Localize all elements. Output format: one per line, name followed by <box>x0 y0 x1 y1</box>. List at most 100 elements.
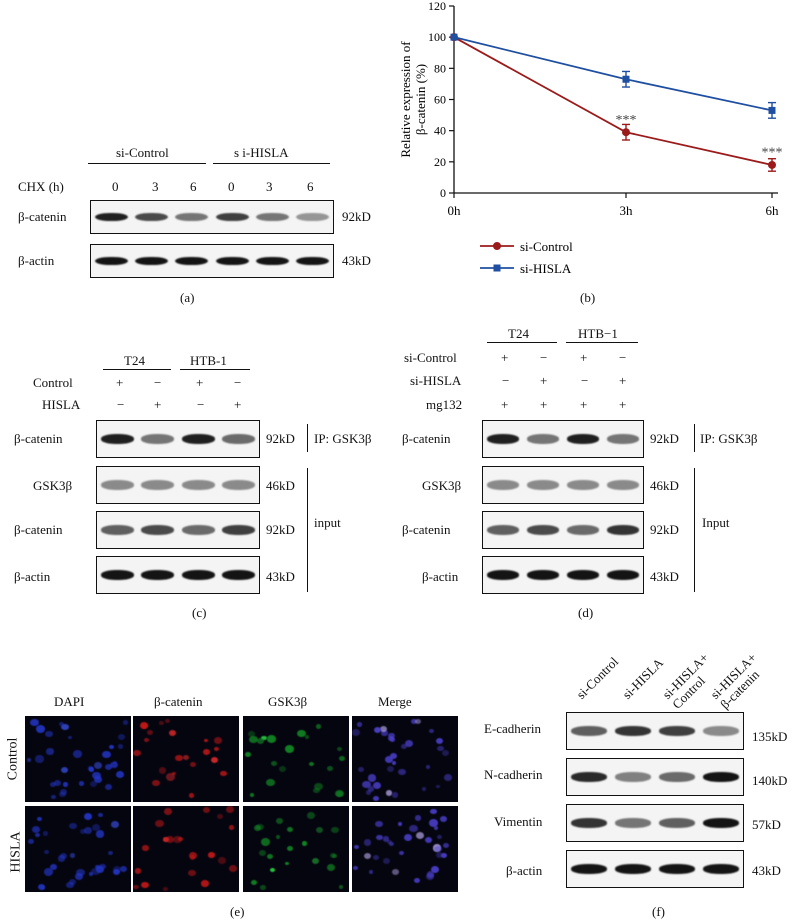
sign: + <box>154 397 162 412</box>
cell <box>117 744 124 750</box>
cell <box>374 820 383 828</box>
blot-panel <box>96 511 260 549</box>
blot-band <box>606 524 640 536</box>
cell <box>261 735 267 741</box>
group-underline <box>487 342 557 344</box>
row-label-control: Control <box>5 737 21 781</box>
cell <box>174 754 183 762</box>
cell <box>391 760 397 765</box>
cell <box>60 853 67 859</box>
cell <box>376 834 383 840</box>
cell <box>178 836 183 841</box>
blot-band <box>566 569 600 581</box>
cell <box>353 844 359 850</box>
cell <box>173 835 182 843</box>
blot-band <box>296 256 330 266</box>
chx-row-label: CHX (h) <box>18 179 64 194</box>
cell <box>134 868 142 875</box>
blot-label: β-catenin <box>402 431 451 446</box>
cell <box>266 779 275 787</box>
blot-band <box>215 256 249 266</box>
cell <box>60 767 68 774</box>
sign: − <box>540 350 548 365</box>
cell <box>426 872 435 880</box>
timepoint-label: 6 <box>190 179 197 194</box>
cell <box>99 863 106 870</box>
group-label-si-control: si-Control <box>116 145 169 160</box>
cell <box>164 808 173 815</box>
blot-band <box>100 479 134 491</box>
cell <box>91 771 101 779</box>
cell <box>111 821 119 828</box>
cell <box>189 761 196 767</box>
blot-band <box>566 479 600 491</box>
cell <box>429 819 439 827</box>
sign: + <box>619 397 627 412</box>
blot-band <box>606 479 640 491</box>
input-label: input <box>314 515 341 530</box>
column-label: DAPI <box>54 694 85 709</box>
cell <box>297 730 306 738</box>
cell <box>245 752 251 758</box>
cell <box>248 730 255 737</box>
series-line <box>453 36 773 112</box>
cell <box>202 749 210 755</box>
cell <box>397 821 402 826</box>
cell <box>304 734 310 739</box>
cell <box>437 745 444 752</box>
sign: − <box>154 375 162 390</box>
cell <box>315 724 322 730</box>
cell <box>49 781 57 788</box>
blot-panel <box>482 420 644 458</box>
blot-band <box>215 212 249 222</box>
cell <box>169 729 176 736</box>
blot-label: β-catenin <box>18 209 67 224</box>
timepoint-label: 3 <box>266 179 273 194</box>
y-tick-label: 120 <box>428 0 446 13</box>
cell <box>32 825 41 833</box>
group-label-htb1: HTB−1 <box>578 326 618 341</box>
cell <box>152 779 160 786</box>
blot-panel <box>90 200 334 234</box>
blot-size-label: 92kD <box>266 431 295 446</box>
blot-panel <box>566 804 744 842</box>
blot-band <box>614 817 652 829</box>
cell <box>385 790 393 796</box>
panel-caption: (f) <box>652 904 665 919</box>
micrograph-catenin-hisla <box>133 806 239 892</box>
sign: + <box>580 397 588 412</box>
blot-band <box>614 863 652 875</box>
cell <box>373 726 381 733</box>
timepoint-label: 3 <box>152 179 159 194</box>
cell <box>163 837 169 842</box>
cell <box>392 868 399 875</box>
blot-band <box>702 817 740 829</box>
x-tick-label: 0h <box>448 203 462 218</box>
cell <box>83 812 93 820</box>
cell <box>286 827 294 833</box>
blot-panel <box>96 466 260 504</box>
timepoint-label: 0 <box>228 179 235 194</box>
cell <box>434 845 442 853</box>
cell <box>229 865 238 873</box>
cell <box>79 828 86 834</box>
blot-band <box>614 771 652 783</box>
blot-panel <box>482 556 644 594</box>
cell <box>431 866 440 873</box>
cell <box>62 782 68 787</box>
cell <box>68 822 77 830</box>
cell <box>133 885 139 890</box>
blot-label: β-actin <box>422 569 459 584</box>
blot-band <box>134 256 169 266</box>
blot-panel <box>566 712 744 750</box>
cell <box>363 853 371 860</box>
cell <box>443 842 450 848</box>
cell <box>142 845 149 851</box>
cell <box>76 869 85 877</box>
blot-label: N-cadherin <box>484 767 543 782</box>
cell <box>141 722 149 729</box>
blot-label: E-cadherin <box>484 721 542 736</box>
legend-label: si-Control <box>520 239 573 254</box>
cell <box>257 737 265 745</box>
blot-size-label: 92kD <box>342 209 371 224</box>
